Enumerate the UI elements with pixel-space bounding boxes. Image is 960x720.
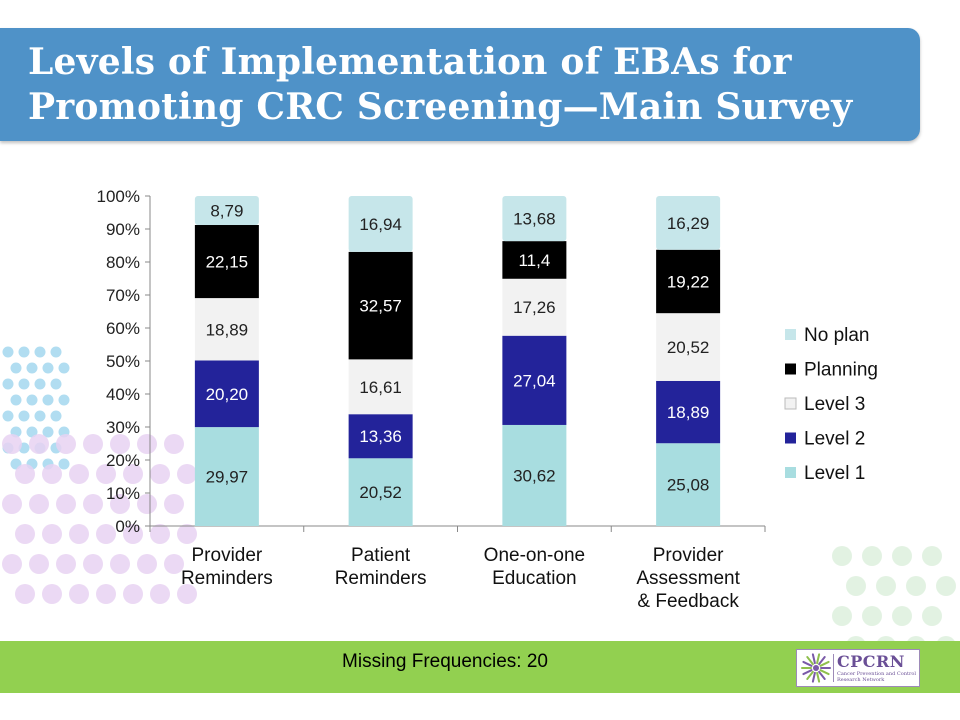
legend-label: Planning bbox=[804, 360, 878, 381]
data-label: 16,61 bbox=[359, 378, 402, 397]
y-tick-label: 30% bbox=[106, 418, 140, 437]
y-tick-label: 80% bbox=[106, 253, 140, 272]
data-label: 11,4 bbox=[518, 251, 550, 270]
missing-frequencies-note: Missing Frequencies: 20 bbox=[342, 651, 548, 672]
data-label: 8,79 bbox=[210, 202, 243, 221]
y-tick-label: 50% bbox=[106, 352, 140, 371]
data-label: 29,97 bbox=[206, 468, 249, 487]
page-title: Levels of Implementation of EBAs for Pro… bbox=[28, 40, 908, 130]
chart-plot: 0% 10% 20% 30% 40% 50% 60% 70% 80% 90% 100% 29,97 20… bbox=[97, 187, 766, 612]
x-category-label: Patient Reminders bbox=[335, 545, 427, 589]
x-category-label: Provider Assessment & Feedback bbox=[636, 545, 740, 612]
bar-segment bbox=[194, 427, 259, 526]
legend-swatch bbox=[785, 363, 796, 375]
y-tick-label: 0% bbox=[115, 517, 140, 536]
bar-segment bbox=[502, 196, 567, 242]
bar-segment bbox=[502, 424, 567, 526]
data-label: 22,15 bbox=[206, 253, 249, 272]
data-label: 18,89 bbox=[667, 403, 710, 422]
data-label: 20,52 bbox=[359, 483, 402, 502]
data-label: 17,26 bbox=[513, 298, 556, 317]
title-line-2: Promoting CRC Screening—Main Survey bbox=[28, 86, 853, 128]
bar-segment bbox=[194, 298, 259, 361]
data-label: 20,20 bbox=[206, 385, 249, 404]
y-tick-label: 40% bbox=[106, 385, 140, 404]
data-label: 13,36 bbox=[359, 427, 402, 446]
bar-segment bbox=[194, 196, 259, 226]
legend-label: Level 3 bbox=[804, 394, 865, 415]
y-tick-label: 90% bbox=[106, 220, 140, 239]
bar-segment bbox=[502, 335, 567, 425]
logo-subtitle: Cancer Prevention and Control Research N… bbox=[837, 671, 916, 683]
legend-swatch bbox=[784, 397, 797, 410]
data-label: 16,94 bbox=[359, 215, 402, 234]
data-label: 27,04 bbox=[513, 371, 556, 390]
data-label: 16,29 bbox=[667, 214, 710, 233]
data-label: 20,52 bbox=[667, 338, 710, 357]
legend-label: Level 2 bbox=[804, 429, 865, 450]
bar-segment bbox=[502, 241, 567, 279]
legend-swatch bbox=[785, 467, 796, 478]
data-label: 18,89 bbox=[206, 320, 249, 339]
bar-segment bbox=[348, 458, 413, 526]
legend-swatch bbox=[785, 329, 796, 340]
legend-swatch bbox=[785, 432, 796, 444]
title-line-1: Levels of Implementation of EBAs for bbox=[28, 41, 792, 83]
x-category-label: Provider Reminders bbox=[181, 545, 273, 589]
y-tick-label: 20% bbox=[106, 451, 140, 470]
bar-segment bbox=[194, 225, 259, 299]
bar-segment bbox=[656, 196, 721, 250]
bar-segment bbox=[348, 251, 413, 360]
data-label: 30,62 bbox=[513, 466, 556, 485]
y-tick-label: 100% bbox=[97, 187, 140, 206]
data-label: 19,22 bbox=[667, 272, 710, 291]
legend-label: Level 1 bbox=[804, 463, 865, 484]
x-category-label: One-on-one Education bbox=[484, 545, 585, 589]
logo-name: CPCRN bbox=[837, 652, 905, 671]
data-label: 32,57 bbox=[359, 297, 402, 316]
data-label: 25,08 bbox=[667, 476, 710, 495]
bar-segment bbox=[656, 313, 721, 381]
bar-segment bbox=[348, 414, 413, 459]
y-tick-label: 60% bbox=[106, 319, 140, 338]
bar-segment bbox=[502, 278, 567, 336]
y-tick-label: 70% bbox=[106, 286, 140, 305]
bar-segment bbox=[656, 380, 721, 444]
cpcrn-logo: CPCRN Cancer Prevention and Control Rese… bbox=[796, 649, 920, 687]
legend-label: No plan bbox=[804, 325, 870, 346]
y-tick-label: 10% bbox=[106, 484, 140, 503]
bar-segment bbox=[656, 443, 721, 526]
bar-segment bbox=[348, 359, 413, 415]
sunburst-icon bbox=[801, 653, 831, 683]
bar-segment bbox=[656, 249, 721, 314]
title-banner bbox=[0, 28, 920, 141]
bar-segment bbox=[194, 360, 259, 428]
bar-segment bbox=[348, 196, 413, 252]
logo-divider bbox=[833, 654, 834, 682]
data-label: 13,68 bbox=[513, 210, 556, 229]
chart-legend: No plan Planning Level 3 Level 2 Level 1 bbox=[784, 325, 878, 484]
